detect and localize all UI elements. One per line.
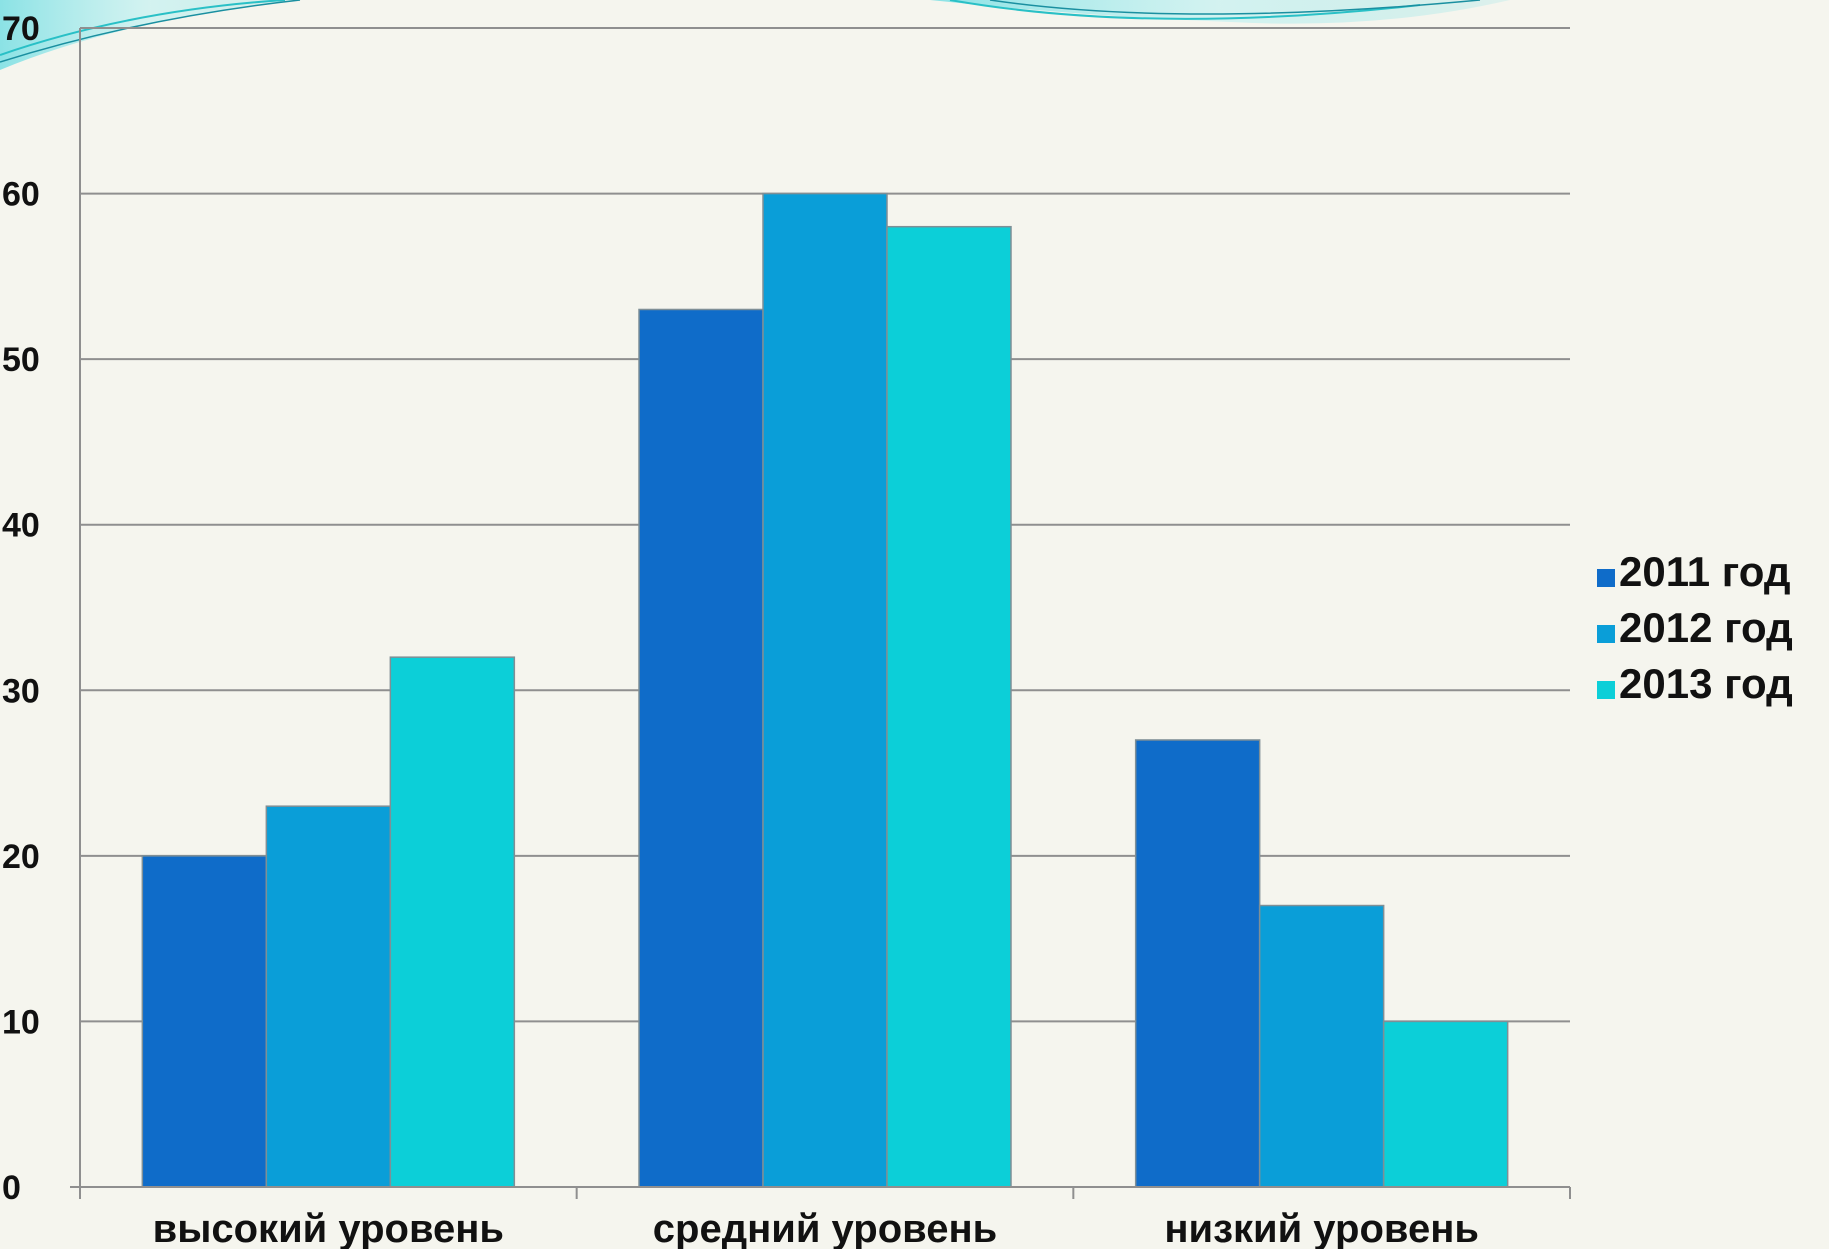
bar-3-3 <box>1382 1020 1509 1188</box>
y-tick-label-30: 30 <box>2 672 40 710</box>
legend: 2011 год 2012 год 2013 год <box>1597 548 1793 707</box>
y-tick-label-20: 20 <box>2 838 40 876</box>
bar-1-3 <box>389 656 516 1188</box>
legend-swatch-3 <box>1597 681 1615 699</box>
y-tick-label-40: 40 <box>2 507 40 545</box>
bar-1-2 <box>265 805 392 1188</box>
bar-2-1 <box>638 308 764 1188</box>
x-axis-category-labels: высокий уровень средний уровень низкий уро… <box>153 1207 1479 1249</box>
legend-label-2: 2012 год <box>1619 604 1793 651</box>
legend-swatch-2 <box>1597 625 1615 643</box>
decorative-swoosh <box>0 0 1510 70</box>
y-tick-label-10: 10 <box>2 1003 40 1041</box>
y-tick-label-50: 50 <box>2 341 40 379</box>
legend-item-1: 2011 год <box>1597 548 1791 595</box>
x-category-label-2: средний уровень <box>653 1207 997 1249</box>
x-category-label-3: низкий уровень <box>1164 1207 1479 1249</box>
bar-3-2 <box>1258 904 1385 1188</box>
legend-item-2: 2012 год <box>1597 604 1793 651</box>
y-tick-label-70: 70 <box>2 10 40 48</box>
y-tick-label-60: 60 <box>2 176 40 214</box>
legend-label-3: 2013 год <box>1619 660 1793 707</box>
y-axis-tick-labels: 0 10 20 30 40 50 60 70 <box>2 10 40 1207</box>
bar-3-1 <box>1134 739 1261 1188</box>
legend-swatch-1 <box>1597 569 1615 587</box>
bar-2-2 <box>762 192 888 1188</box>
bar-2-3 <box>886 225 1012 1188</box>
legend-label-1: 2011 год <box>1619 548 1791 595</box>
bars <box>141 192 1509 1188</box>
y-tick-label-0: 0 <box>2 1169 21 1207</box>
axes <box>70 28 1571 1199</box>
x-category-label-1: высокий уровень <box>153 1207 504 1249</box>
bar-1-1 <box>141 855 268 1188</box>
legend-item-3: 2013 год <box>1597 660 1793 707</box>
